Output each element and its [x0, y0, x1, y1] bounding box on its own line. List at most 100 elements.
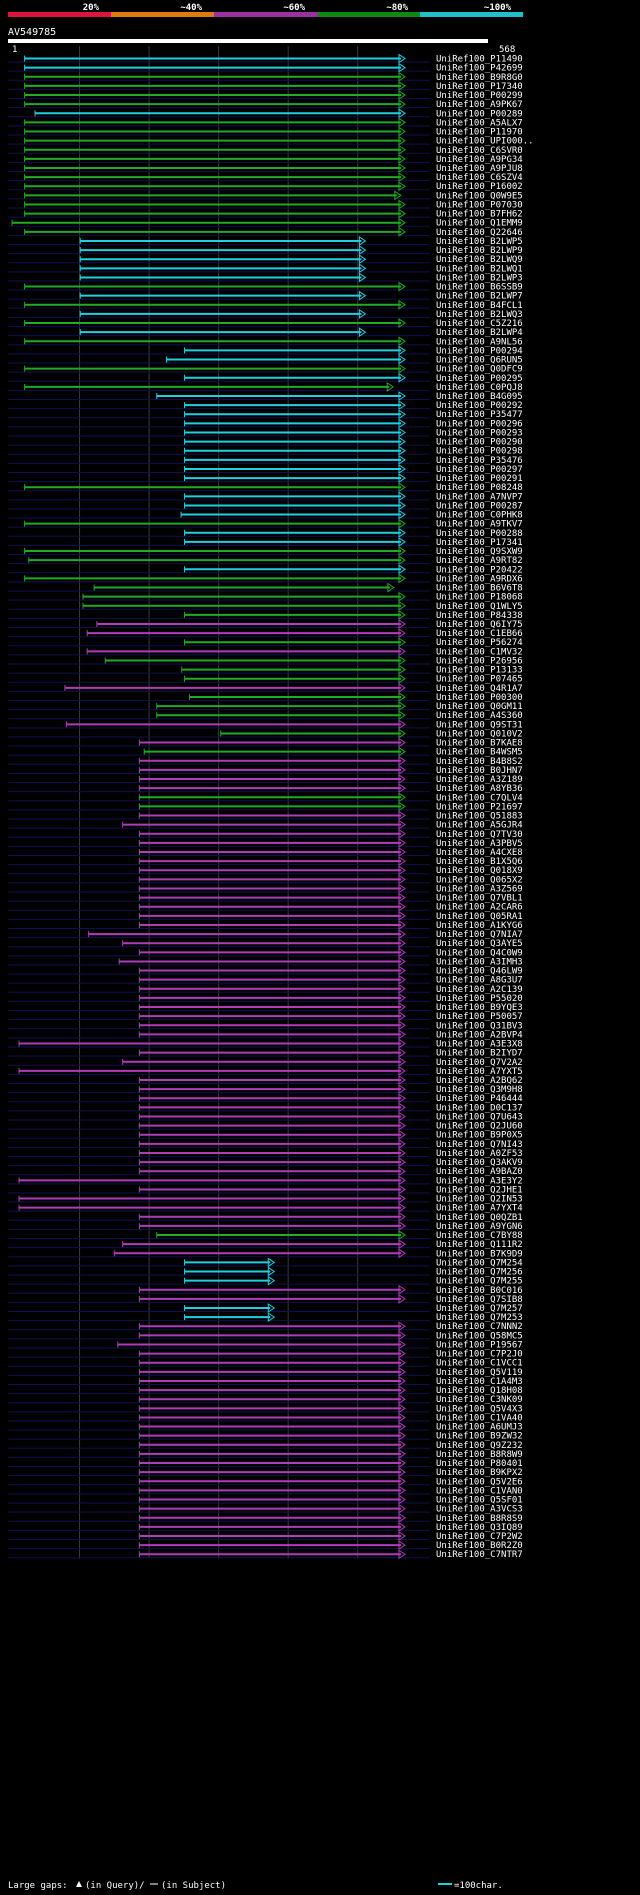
- hit-label[interactable]: UniRef100_B7FH62: [436, 210, 523, 220]
- hit-row[interactable]: UniRef100_P00292: [8, 400, 523, 411]
- hit-label[interactable]: UniRef100_Q7NI43: [436, 1140, 523, 1150]
- hit-row[interactable]: UniRef100_Q5V119: [8, 1366, 523, 1378]
- hit-label[interactable]: UniRef100_Q7M255: [436, 1277, 523, 1287]
- hit-label[interactable]: UniRef100_B8R8W9: [436, 1450, 523, 1460]
- hit-label[interactable]: UniRef100_P11490: [436, 55, 523, 65]
- hit-row[interactable]: UniRef100_Q31BV3: [8, 1020, 523, 1031]
- hit-row[interactable]: UniRef100_A5GJR4: [8, 819, 523, 831]
- hit-label[interactable]: UniRef100_A5ALX7: [436, 118, 523, 128]
- hit-label[interactable]: UniRef100_B2LWQ9: [436, 255, 523, 265]
- hit-row[interactable]: UniRef100_Q5V2E6: [8, 1476, 523, 1487]
- hit-label[interactable]: UniRef100_P35477: [436, 410, 523, 420]
- hit-row[interactable]: UniRef100_A9RDX6: [8, 573, 523, 584]
- hit-row[interactable]: UniRef100_C7NNN2: [8, 1321, 523, 1332]
- hit-label[interactable]: UniRef100_A2CAR6: [436, 903, 523, 913]
- hit-row[interactable]: UniRef100_Q2JHE1: [8, 1184, 523, 1195]
- hit-row[interactable]: UniRef100_B0JHN7: [8, 764, 523, 776]
- hit-row[interactable]: UniRef100_B0R2Z0: [8, 1540, 523, 1551]
- hit-row[interactable]: UniRef100_A9NL56: [8, 336, 523, 347]
- hit-row[interactable]: UniRef100_B7FH62: [8, 208, 523, 220]
- hit-row[interactable]: UniRef100_P55020: [8, 992, 523, 1004]
- hit-label[interactable]: UniRef100_A3E3Y2: [436, 1176, 523, 1186]
- hit-row[interactable]: UniRef100_A1KYG6: [8, 920, 523, 931]
- hit-label[interactable]: UniRef100_Q22646: [436, 228, 523, 238]
- hit-label[interactable]: UniRef100_P20422: [436, 565, 523, 575]
- hit-label[interactable]: UniRef100_P00292: [436, 401, 523, 411]
- hit-row[interactable]: UniRef100_P17340: [8, 80, 523, 92]
- hit-label[interactable]: UniRef100_A9RDX6: [436, 574, 523, 584]
- hit-label[interactable]: UniRef100_P00294: [436, 346, 523, 356]
- hit-label[interactable]: UniRef100_B6SSB9: [436, 283, 523, 293]
- hit-label[interactable]: UniRef100_A7YXT4: [436, 1204, 523, 1214]
- hit-row[interactable]: UniRef100_P18068: [8, 591, 523, 603]
- hit-row[interactable]: UniRef100_A3Z569: [8, 883, 523, 894]
- hit-row[interactable]: UniRef100_Q7M254: [8, 1257, 523, 1268]
- hit-label[interactable]: UniRef100_P07030: [436, 200, 523, 210]
- hit-label[interactable]: UniRef100_P17341: [436, 538, 523, 548]
- hit-label[interactable]: UniRef100_A2BQ62: [436, 1076, 523, 1086]
- hit-label[interactable]: UniRef100_A3IMH3: [436, 957, 523, 967]
- hit-label[interactable]: UniRef100_Q018X9: [436, 866, 523, 876]
- hit-label[interactable]: UniRef100_P11970: [436, 128, 523, 138]
- hit-label[interactable]: UniRef100_C7NNN2: [436, 1322, 523, 1332]
- hit-row[interactable]: UniRef100_A4CXE8: [8, 847, 523, 858]
- hit-label[interactable]: UniRef100_Q7M256: [436, 1268, 523, 1278]
- hit-label[interactable]: UniRef100_A9TKV7: [436, 520, 523, 530]
- hit-label[interactable]: UniRef100_Q0GM11: [436, 702, 523, 712]
- hit-row[interactable]: UniRef100_A3PBV5: [8, 837, 523, 849]
- hit-row[interactable]: UniRef100_P13133: [8, 664, 523, 676]
- hit-row[interactable]: UniRef100_P46444: [8, 1093, 523, 1104]
- hit-label[interactable]: UniRef100_A5GJR4: [436, 821, 523, 831]
- hit-label[interactable]: UniRef100_P16002: [436, 182, 523, 192]
- hit-row[interactable]: UniRef100_A9BAZ0: [8, 1166, 523, 1177]
- hit-label[interactable]: UniRef100_C1EB66: [436, 629, 523, 639]
- hit-label[interactable]: UniRef100_B9R8G0: [436, 73, 523, 83]
- hit-label[interactable]: UniRef100_B4G095: [436, 392, 523, 402]
- hit-label[interactable]: UniRef100_C6SVR0: [436, 146, 523, 156]
- hit-label[interactable]: UniRef100_C7NTR7: [436, 1550, 523, 1560]
- hit-row[interactable]: UniRef100_P00297: [8, 464, 523, 475]
- hit-label[interactable]: UniRef100_B2LWP7: [436, 292, 523, 302]
- hit-row[interactable]: UniRef100_Q111R2: [8, 1239, 523, 1250]
- hit-label[interactable]: UniRef100_A9PJU8: [436, 164, 523, 174]
- hit-row[interactable]: UniRef100_D0C137: [8, 1102, 523, 1113]
- hit-label[interactable]: UniRef100_P00291: [436, 474, 523, 484]
- hit-row[interactable]: UniRef100_Q010V2: [8, 728, 523, 739]
- hit-row[interactable]: UniRef100_C7BY88: [8, 1230, 523, 1241]
- hit-label[interactable]: UniRef100_B1X5Q6: [436, 857, 523, 867]
- hit-row[interactable]: UniRef100_Q6IY75: [8, 619, 523, 630]
- hit-label[interactable]: UniRef100_Q46LW9: [436, 967, 523, 977]
- hit-label[interactable]: UniRef100_Q0W9E5: [436, 191, 523, 201]
- hit-row[interactable]: UniRef100_P00300: [8, 692, 523, 703]
- hit-row[interactable]: UniRef100_P00289: [8, 108, 523, 119]
- hit-row[interactable]: UniRef100_A0ZF53: [8, 1148, 523, 1159]
- hit-label[interactable]: UniRef100_C7P2W2: [436, 1532, 523, 1542]
- hit-row[interactable]: UniRef100_P00295: [8, 372, 523, 384]
- hit-label[interactable]: UniRef100_B2LWP5: [436, 237, 523, 247]
- hit-row[interactable]: UniRef100_A9RT82: [8, 555, 523, 566]
- hit-row[interactable]: UniRef100_Q1EMM9: [8, 217, 523, 229]
- hit-label[interactable]: UniRef100_A8YB36: [436, 784, 523, 794]
- hit-row[interactable]: UniRef100_C3NK09: [8, 1394, 523, 1405]
- hit-row[interactable]: UniRef100_A7YXT4: [8, 1202, 523, 1214]
- hit-row[interactable]: UniRef100_P00294: [8, 345, 523, 356]
- hit-row[interactable]: UniRef100_B6SSB9: [8, 281, 523, 293]
- hit-row[interactable]: UniRef100_P00291: [8, 473, 523, 484]
- hit-row[interactable]: UniRef100_P42699: [8, 62, 523, 74]
- hit-row[interactable]: UniRef100_Q46LW9: [8, 965, 523, 977]
- hit-row[interactable]: UniRef100_C6SZV4: [8, 172, 523, 183]
- hit-label[interactable]: UniRef100_Q7TV30: [436, 830, 523, 840]
- hit-label[interactable]: UniRef100_P00297: [436, 465, 523, 475]
- hit-row[interactable]: UniRef100_C7QLV4: [8, 792, 523, 803]
- hit-label[interactable]: UniRef100_Q7SIB8: [436, 1295, 523, 1305]
- hit-label[interactable]: UniRef100_Q6RUN5: [436, 356, 523, 366]
- hit-label[interactable]: UniRef100_Q0DFC9: [436, 365, 523, 375]
- hit-row[interactable]: UniRef100_P00290: [8, 436, 523, 448]
- hit-label[interactable]: UniRef100_Q0QZB1: [436, 1213, 523, 1223]
- hit-label[interactable]: UniRef100_Q010V2: [436, 729, 523, 739]
- hit-label[interactable]: UniRef100_D0C137: [436, 1103, 523, 1113]
- hit-label[interactable]: UniRef100_P00296: [436, 419, 523, 429]
- hit-label[interactable]: UniRef100_B6V6T8: [436, 584, 523, 594]
- hit-label[interactable]: UniRef100_P00299: [436, 91, 523, 101]
- hit-row[interactable]: UniRef100_Q2IN53: [8, 1193, 523, 1205]
